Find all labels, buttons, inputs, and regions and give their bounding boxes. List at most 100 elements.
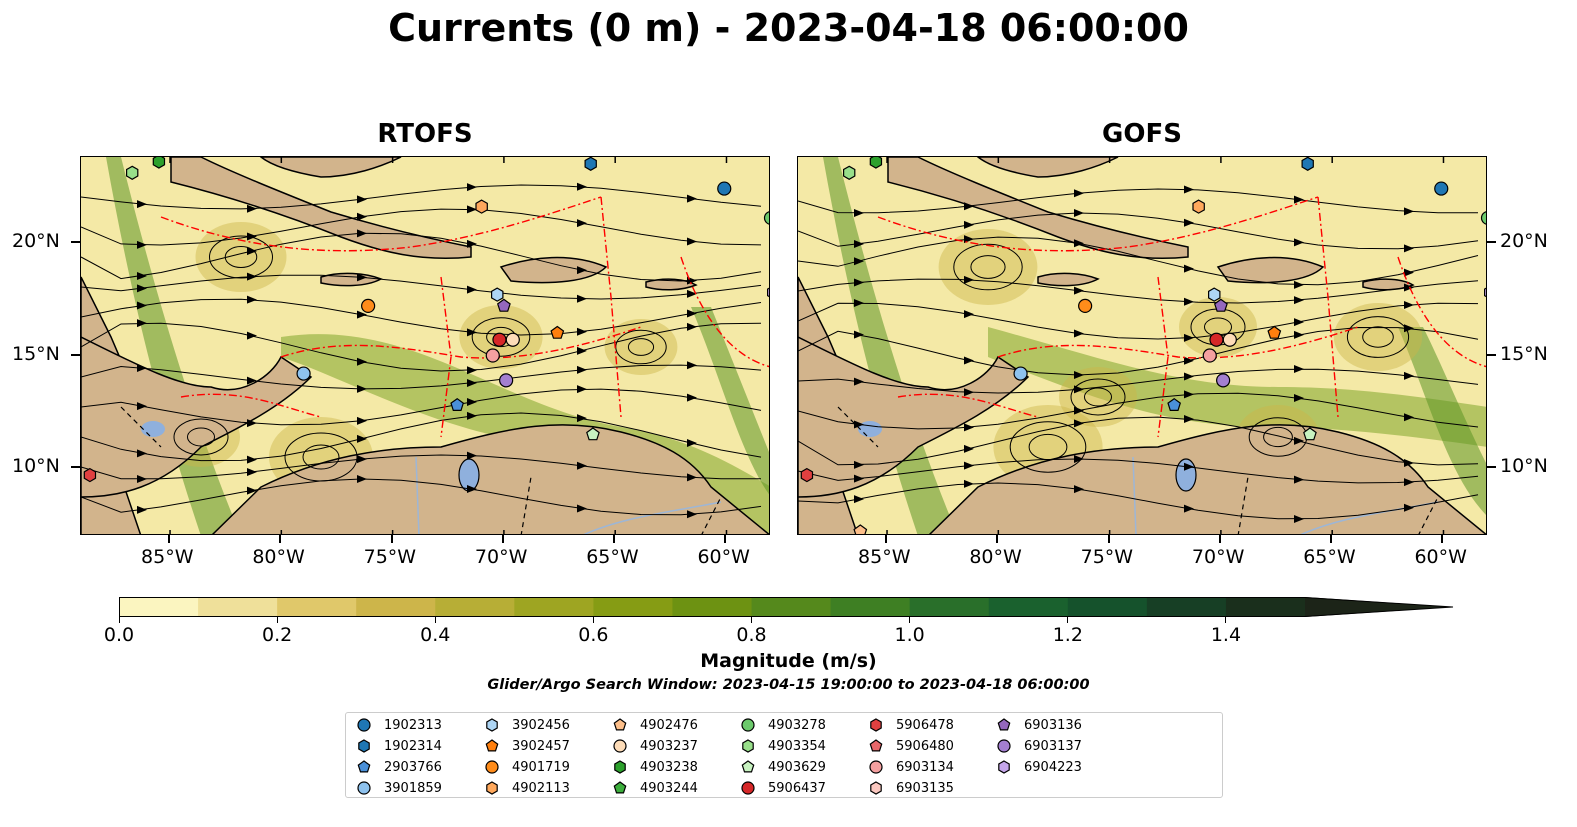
legend-item: 6903135 — [868, 778, 954, 798]
colorbar-segment — [435, 597, 515, 617]
flow-arrow — [1074, 370, 1084, 379]
eddy-loop — [173, 418, 229, 456]
y-tick-mark — [71, 240, 80, 243]
land-mass — [259, 157, 402, 178]
legend-label: 4902113 — [512, 780, 570, 796]
colorbar-segment — [277, 597, 357, 617]
flow-arrow — [964, 310, 974, 319]
pentagon-marker-icon — [997, 718, 1011, 731]
colorbar-segment — [1067, 597, 1148, 617]
country-border — [120, 406, 162, 448]
hexagon-marker-icon — [358, 739, 370, 753]
flow-arrow — [1294, 475, 1304, 484]
float-marker-1902313 — [1434, 181, 1449, 196]
x-tick-mark — [885, 535, 888, 543]
flow-arrow — [577, 385, 587, 394]
flow-arrow — [357, 475, 367, 484]
colorbar-tick-mark — [909, 617, 911, 623]
float-marker-4903354 — [842, 165, 856, 180]
flow-arrow — [687, 194, 697, 203]
eddy-loop — [471, 317, 531, 357]
y-tick-label: 20°N — [1500, 229, 1548, 252]
land-mass — [211, 424, 769, 534]
y-tick-label: 15°N — [1500, 342, 1548, 365]
flow-arrow — [247, 455, 257, 464]
streamline — [798, 416, 1479, 466]
flow-arrow — [964, 275, 974, 284]
float-marker-4903629 — [586, 427, 600, 441]
flow-arrow — [1404, 371, 1414, 380]
colorbar-tick-label: 0.2 — [262, 624, 293, 646]
float-marker-4903278 — [763, 211, 769, 225]
float-marker-2903766 — [1167, 397, 1182, 411]
hexagon-marker-icon — [998, 760, 1010, 774]
streamline — [81, 412, 762, 462]
panel-title-gofs: GOFS — [1102, 119, 1182, 149]
eez-boundary — [1157, 276, 1169, 438]
x-tick-label: 70°W — [1191, 546, 1245, 568]
colorbar-segment — [830, 597, 911, 617]
legend-label: 2903766 — [384, 759, 442, 775]
flow-arrow — [357, 434, 367, 443]
flow-arrow — [1074, 286, 1084, 295]
y-tick-mark — [71, 466, 80, 469]
legend-item: 4901719 — [484, 757, 570, 777]
hexagon-marker-icon — [486, 781, 498, 795]
circle-marker-icon — [357, 781, 371, 795]
streamline — [81, 298, 762, 336]
streamline — [81, 232, 762, 282]
flow-arrow — [964, 479, 974, 488]
flow-arrow — [577, 327, 587, 336]
flow-arrow — [467, 328, 477, 337]
legend-marker — [869, 760, 883, 774]
map-panel-gofs[interactable] — [797, 156, 1487, 535]
flow-arrow — [247, 272, 257, 281]
land-mass — [1037, 272, 1100, 287]
land-mass — [81, 336, 313, 498]
flow-arrow — [1294, 514, 1304, 523]
flow-arrow — [247, 468, 257, 477]
flow-arrow — [467, 398, 477, 407]
eez-boundary — [680, 256, 769, 368]
flow-arrow — [577, 294, 587, 303]
y-tick-mark — [1487, 466, 1496, 469]
colorbar-segment — [988, 597, 1069, 617]
flow-arrow — [467, 411, 477, 420]
streamline — [798, 458, 1479, 484]
flow-arrow — [247, 486, 257, 495]
flow-arrow — [1294, 330, 1304, 339]
legend-item: 1902313 — [356, 715, 442, 735]
legend-marker — [613, 739, 627, 753]
flow-arrow — [137, 200, 147, 209]
x-tick-mark — [279, 535, 282, 543]
legend-marker — [998, 760, 1010, 774]
legend-label: 1902313 — [384, 717, 442, 733]
flow-arrow — [854, 257, 864, 266]
flow-arrow — [1294, 280, 1304, 289]
flow-arrow — [247, 376, 257, 385]
flow-arrow — [1294, 296, 1304, 305]
legend-label: 6904223 — [1024, 759, 1082, 775]
float-marker-4903237 — [505, 332, 520, 347]
flow-arrow — [1294, 238, 1304, 247]
float-marker-4903278 — [1480, 211, 1486, 225]
legend-marker — [486, 781, 498, 795]
flow-arrow — [137, 319, 147, 328]
flow-arrow — [467, 205, 477, 214]
flow-arrow — [137, 402, 147, 411]
float-marker-6903136 — [1213, 298, 1228, 312]
legend-marker — [357, 718, 371, 732]
flow-arrow — [854, 208, 864, 217]
legend-marker — [486, 718, 498, 732]
x-tick-mark — [168, 535, 171, 543]
flow-arrow — [577, 504, 587, 513]
map-panel-rtofs[interactable] — [80, 156, 770, 535]
legend-marker — [741, 760, 755, 773]
float-marker-2903766 — [450, 397, 465, 411]
legend-item: 2903766 — [356, 757, 442, 777]
flow-arrow — [357, 416, 367, 425]
flow-arrow — [1294, 365, 1304, 374]
legend-label: 5906478 — [896, 717, 954, 733]
flow-arrow — [467, 366, 477, 375]
lake-nicaragua — [858, 421, 882, 437]
